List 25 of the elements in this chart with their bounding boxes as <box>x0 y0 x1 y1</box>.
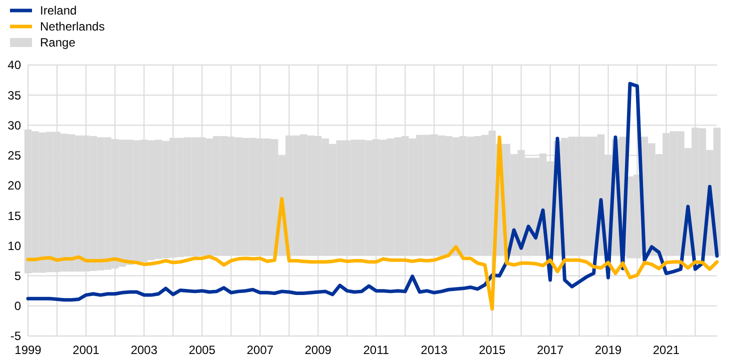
x-tick-label: 2013 <box>420 343 448 357</box>
y-tick-label: 35 <box>8 88 22 102</box>
x-tick-label: 1999 <box>14 343 42 357</box>
y-tick-label: 20 <box>8 178 22 193</box>
y-tick-label: 0 <box>14 299 22 314</box>
x-tick-label: 2003 <box>130 343 158 357</box>
x-tick-label: 2015 <box>478 343 506 357</box>
legend-label: Range <box>40 36 76 50</box>
legend-label: Netherlands <box>40 20 105 34</box>
y-tick-label: 15 <box>8 208 22 223</box>
y-tick-label: -5 <box>10 329 22 344</box>
x-tick-label: 2005 <box>188 343 216 357</box>
y-tick-label: 40 <box>8 58 22 72</box>
x-tick-label: 2011 <box>363 343 390 357</box>
x-tick-label: 2009 <box>304 343 332 357</box>
x-tick-label: 2019 <box>594 343 622 357</box>
legend-label: Ireland <box>40 4 77 18</box>
x-tick-label: 2007 <box>246 343 274 357</box>
y-tick-label: 30 <box>8 118 22 132</box>
y-tick-label: 5 <box>14 268 22 283</box>
y-tick-label: 10 <box>8 238 22 253</box>
x-tick-label: 2001 <box>72 343 100 357</box>
x-tick-label: 2021 <box>652 343 680 357</box>
x-tick-label: 2017 <box>536 343 564 357</box>
y-tick-label: 25 <box>8 148 22 163</box>
